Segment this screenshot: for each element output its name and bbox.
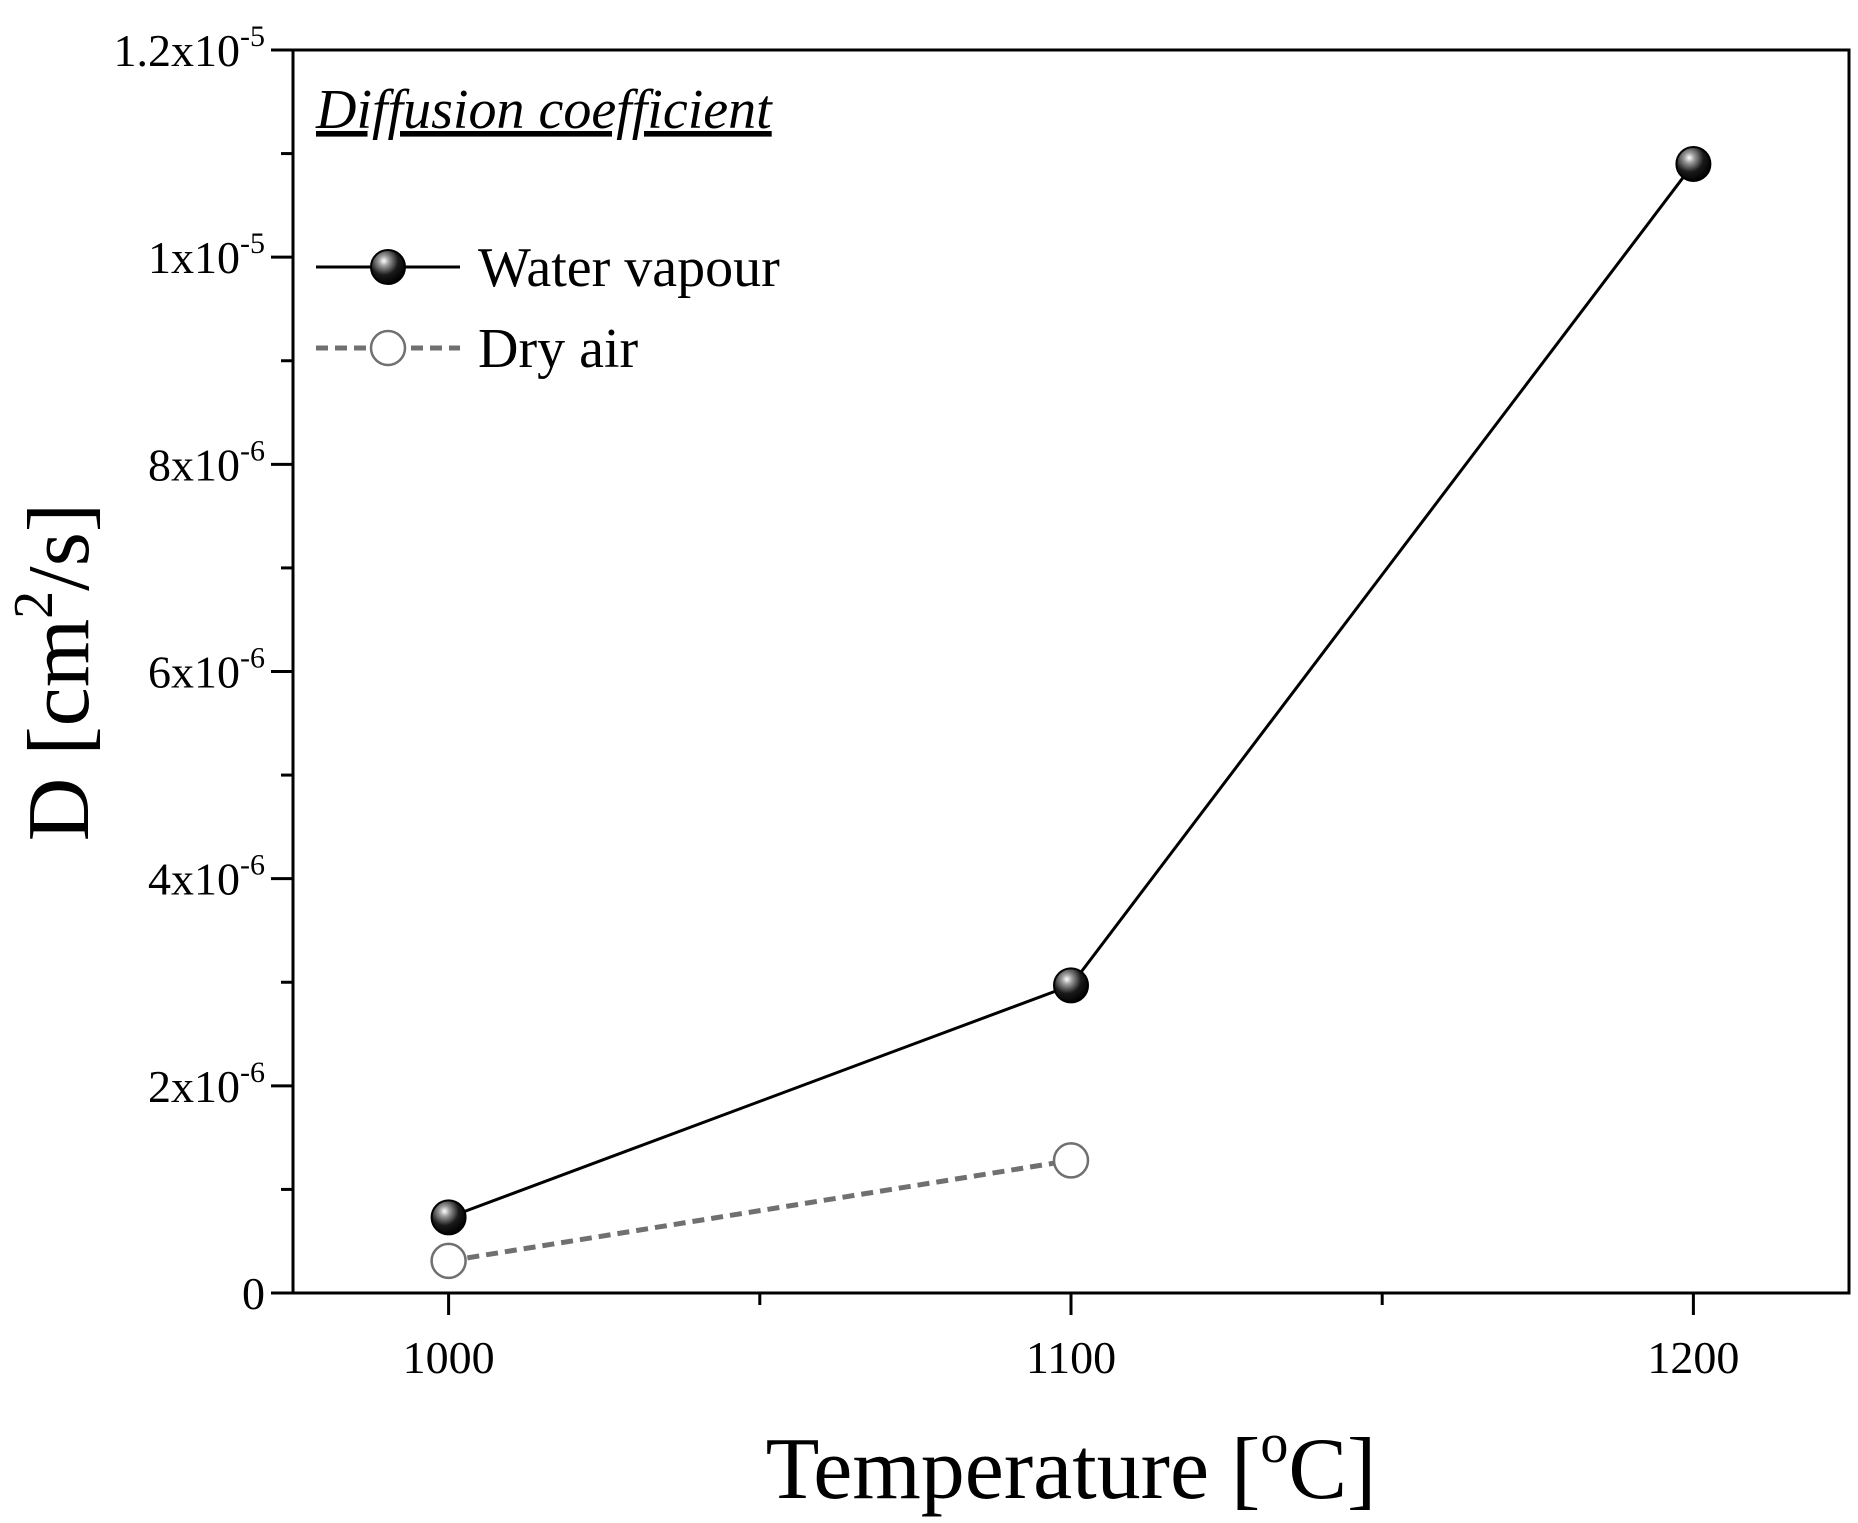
x-axis-title-main: Temperature [ [766, 1421, 1261, 1518]
y-tick-exponent: -6 [240, 849, 265, 882]
x-tick-label: 1100 [1026, 1332, 1116, 1383]
legend-label-dry-air: Dry air [478, 318, 639, 380]
y-tick-exponent: -5 [240, 20, 265, 53]
y-axis-title-end: /s] [11, 503, 108, 591]
data-point-water-vapour [430, 1199, 467, 1236]
y-tick-exponent: -6 [240, 642, 265, 675]
data-point-dry-air [1052, 1142, 1090, 1179]
y-tick-label: 8x10-6 [148, 434, 265, 490]
y-tick-label: 1x10-5 [148, 227, 265, 283]
legend-marker-water-vapour [370, 249, 406, 285]
y-tick-mantissa: 0 [242, 1268, 265, 1319]
y-tick-exponent: -6 [240, 434, 265, 467]
data-point-water-vapour [1675, 145, 1712, 182]
y-tick-label: 0 [242, 1268, 265, 1319]
y-tick-mantissa: 1x10 [148, 232, 240, 283]
data-point-dry-air [430, 1242, 467, 1280]
y-axis-title-sup: 2 [3, 591, 65, 619]
y-tick-label: 2x10-6 [148, 1056, 265, 1112]
legend-marker-dry-air [369, 329, 407, 367]
y-tick-label: 6x10-6 [148, 642, 265, 698]
x-axis-title-sup: o [1260, 1413, 1288, 1475]
x-axis-title: Temperature [oC] [766, 1413, 1377, 1518]
y-axis-title: D [cm2/s] [3, 503, 108, 841]
legend: Water vapour Dry air [316, 237, 780, 380]
y-tick-exponent: -6 [240, 1056, 265, 1089]
series-layer [430, 145, 1712, 1280]
y-tick-exponent: -5 [240, 227, 265, 260]
legend-label-water-vapour: Water vapour [478, 237, 780, 299]
y-tick-mantissa: 8x10 [148, 439, 240, 490]
y-tick-mantissa: 6x10 [148, 647, 240, 698]
y-tick-mantissa: 2x10 [148, 1061, 240, 1112]
axis-ticks: 02x10-64x10-66x10-68x10-61x10-51.2x10-51… [114, 20, 1740, 1383]
x-axis-title-end: C] [1288, 1421, 1376, 1518]
y-tick-mantissa: 4x10 [148, 854, 240, 905]
data-point-water-vapour [1053, 967, 1089, 1004]
x-tick-label: 1000 [403, 1332, 495, 1383]
y-tick-label: 1.2x10-5 [114, 20, 266, 76]
y-tick-mantissa: 1.2x10 [114, 25, 241, 76]
y-axis-title-main: D [cm [11, 619, 108, 841]
series-line-dry-air [448, 1157, 1072, 1264]
annotation-label: Diffusion coefficient [315, 79, 773, 141]
y-tick-label: 4x10-6 [148, 849, 265, 905]
x-tick-label: 1200 [1647, 1332, 1739, 1383]
